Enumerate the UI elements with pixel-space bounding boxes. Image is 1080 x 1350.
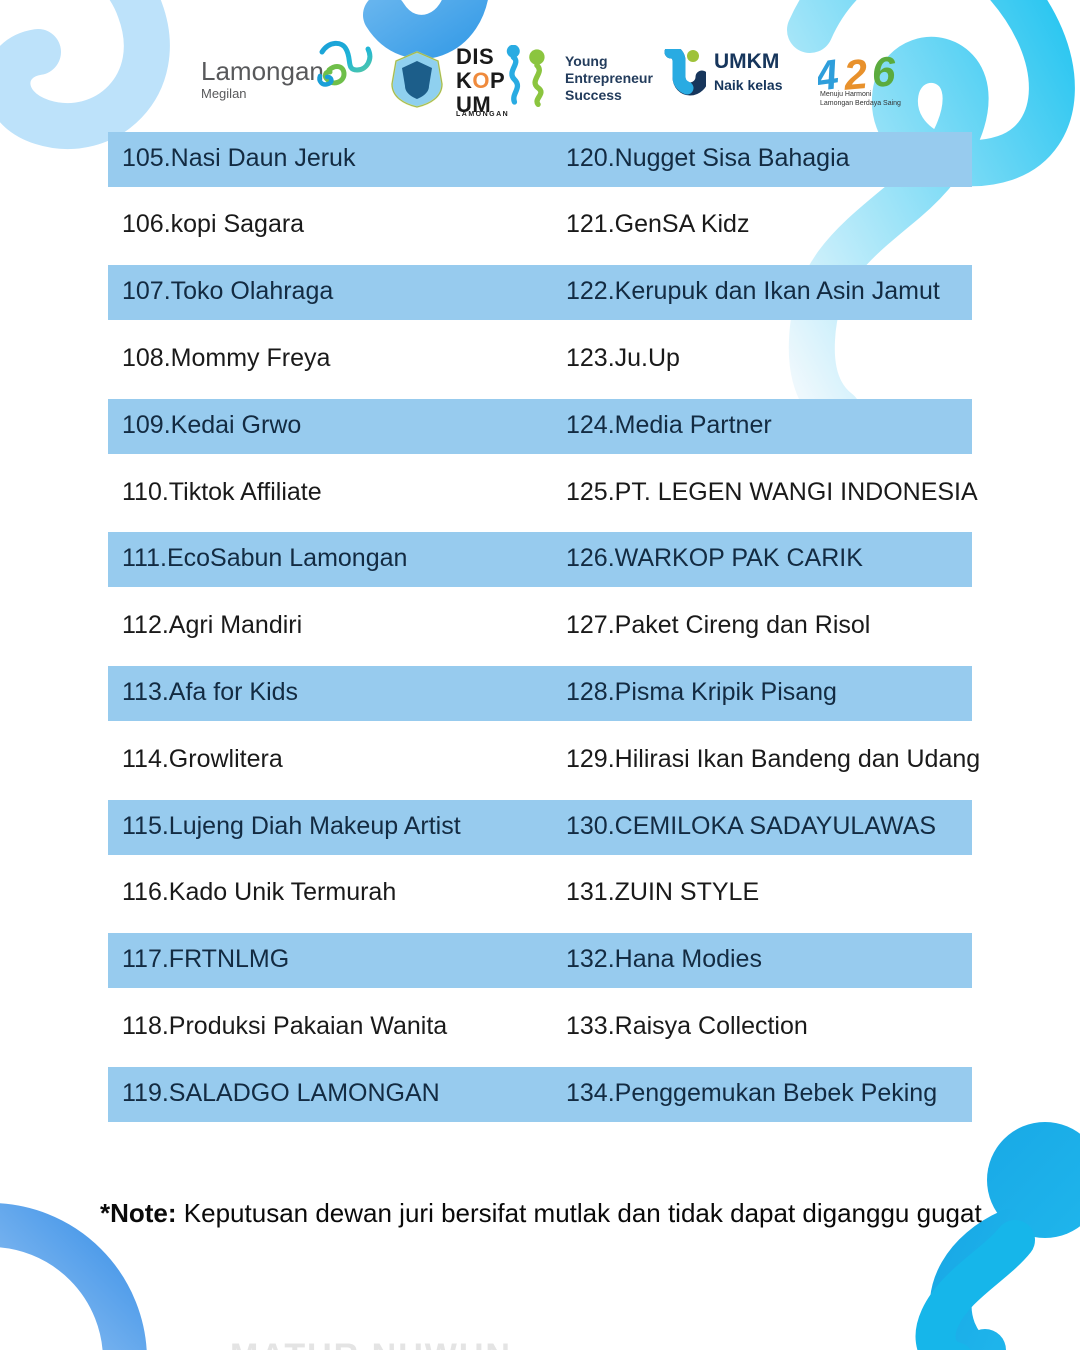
svg-text:6: 6 [871,50,897,96]
